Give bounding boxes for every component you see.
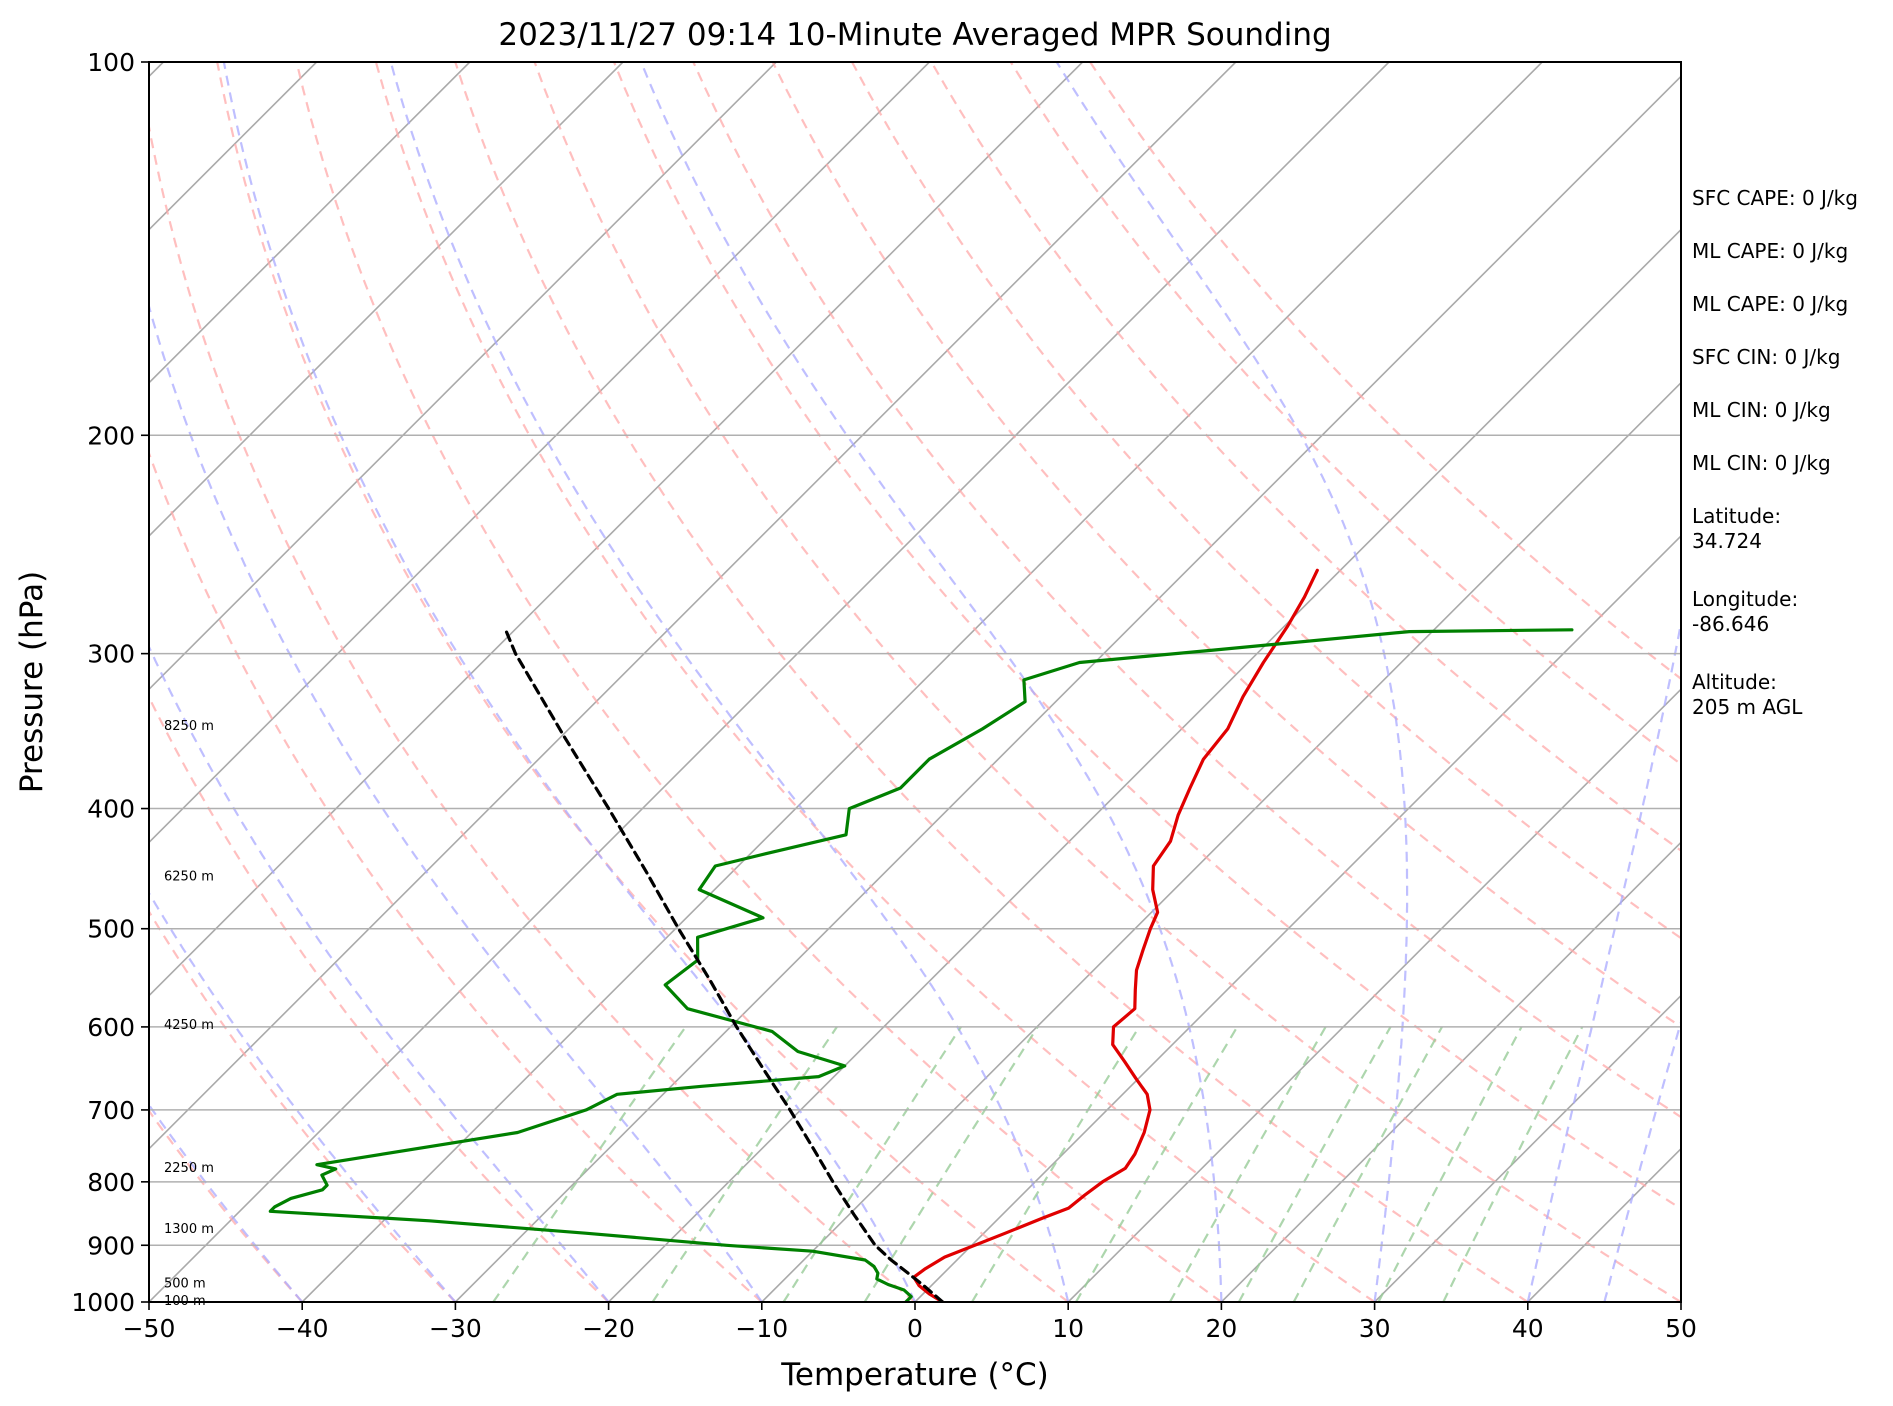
ml-cape-value-2: ML CAPE: 0 J/kg bbox=[1692, 292, 1849, 316]
dewpoint-profile bbox=[268, 628, 1574, 1302]
chart-title: 2023/11/27 09:14 10-Minute Averaged MPR … bbox=[498, 17, 1331, 53]
isotherm-line bbox=[149, 62, 471, 384]
isotherm-line bbox=[761, 381, 1681, 1302]
isotherm-line bbox=[1067, 688, 1681, 1302]
temperature-profile bbox=[912, 568, 1319, 1302]
isotherm-line bbox=[149, 62, 1237, 1150]
isotherm-line bbox=[454, 75, 1681, 1302]
isotherm-line bbox=[914, 534, 1681, 1302]
ml-cin-value: ML CIN: 0 J/kg bbox=[1692, 398, 1831, 422]
isotherm-line bbox=[149, 62, 1084, 997]
dry-adiabat-line bbox=[692, 62, 1681, 1119]
height-label: 100 m bbox=[164, 1294, 206, 1309]
x-tick-label: −50 bbox=[123, 1314, 176, 1343]
x-tick-label: −10 bbox=[735, 1314, 788, 1343]
isotherm-line bbox=[149, 62, 624, 538]
dry-adiabat-line bbox=[851, 62, 1681, 940]
x-axis-label: Temperature (°C) bbox=[780, 1357, 1049, 1393]
dry-adiabat-line bbox=[612, 62, 1681, 1210]
isotherm-line bbox=[1220, 841, 1681, 1302]
pressure-gridlines bbox=[149, 62, 1681, 1302]
dry-adiabat-line bbox=[533, 62, 1681, 1302]
y-tick-label: 100 bbox=[87, 48, 135, 77]
isotherm-line bbox=[1374, 994, 1681, 1302]
mixing-ratio-line bbox=[1377, 1026, 1523, 1302]
dry-adiabat-line bbox=[149, 694, 610, 1302]
dry-adiabat-line bbox=[771, 62, 1681, 1029]
x-axis-ticks: −50 −40 −30 −20 −10 0 10 20 30 40 50 bbox=[123, 1302, 1697, 1343]
moist-adiabat-line bbox=[1055, 62, 1409, 1302]
dry-adiabat-line bbox=[295, 62, 1223, 1302]
sfc-cin-value: SFC CIN: 0 J/kg bbox=[1692, 345, 1841, 369]
y-axis-ticks: 100 200 300 400 500 600 700 800 900 1000 bbox=[71, 48, 149, 1317]
altitude-value: Altitude: 205 m AGL bbox=[1692, 670, 1803, 719]
dry-adiabat-line bbox=[149, 121, 916, 1302]
moist-adiabat-line bbox=[149, 644, 610, 1302]
moist-adiabat-line bbox=[640, 62, 1223, 1302]
ml-cin-value-2: ML CIN: 0 J/kg bbox=[1692, 451, 1831, 475]
y-tick-label: 300 bbox=[87, 640, 135, 669]
moist-adiabat-line bbox=[222, 62, 917, 1302]
ml-cape-value: ML CAPE: 0 J/kg bbox=[1692, 239, 1849, 263]
isotherm-line bbox=[301, 62, 1543, 1302]
dry-adiabat-line bbox=[149, 909, 457, 1302]
x-tick-label: 20 bbox=[1205, 1314, 1237, 1343]
isotherm-line bbox=[149, 62, 1390, 1302]
y-tick-label: 1000 bbox=[71, 1288, 135, 1317]
sounding-profiles bbox=[268, 568, 1574, 1302]
x-tick-label: −30 bbox=[429, 1314, 482, 1343]
isotherm-line bbox=[149, 62, 930, 844]
y-tick-label: 400 bbox=[87, 795, 135, 824]
dry-adiabat-line bbox=[1089, 62, 1681, 681]
dry-adiabat-line bbox=[1009, 62, 1681, 766]
isotherm-line bbox=[608, 228, 1681, 1302]
moist-adiabat-line bbox=[389, 62, 1070, 1302]
x-tick-label: −20 bbox=[582, 1314, 635, 1343]
moist-adiabat-line bbox=[1603, 1018, 1681, 1302]
moist-adiabat-line bbox=[1526, 617, 1681, 1302]
y-tick-label: 600 bbox=[87, 1013, 135, 1042]
height-label: 4250 m bbox=[164, 1018, 214, 1033]
height-label: 8250 m bbox=[164, 719, 214, 734]
y-axis-label: Pressure (hPa) bbox=[14, 571, 50, 793]
dry-adiabat-line bbox=[374, 62, 1376, 1302]
height-label: 500 m bbox=[164, 1276, 206, 1291]
mixing-ratio-line bbox=[1442, 1026, 1584, 1302]
latitude-value: Latitude: 34.724 bbox=[1692, 504, 1782, 553]
y-tick-label: 800 bbox=[87, 1168, 135, 1197]
sounding-parameters-panel: SFC CAPE: 0 J/kg ML CAPE: 0 J/kg ML CAPE… bbox=[1692, 186, 1858, 753]
y-tick-label: 200 bbox=[87, 421, 135, 450]
height-label: 2250 m bbox=[164, 1161, 214, 1176]
height-label: 6250 m bbox=[164, 870, 214, 885]
x-tick-label: 30 bbox=[1359, 1314, 1391, 1343]
parcel-path bbox=[504, 628, 945, 1302]
x-tick-label: 0 bbox=[907, 1314, 923, 1343]
x-tick-label: 40 bbox=[1512, 1314, 1544, 1343]
height-labels: 8250 m 6250 m 4250 m 2250 m 1300 m 500 m 100 m bbox=[164, 719, 214, 1309]
y-tick-label: 700 bbox=[87, 1096, 135, 1125]
moist-adiabat-line bbox=[149, 891, 457, 1302]
x-tick-label: 10 bbox=[1052, 1314, 1084, 1343]
y-tick-label: 900 bbox=[87, 1231, 135, 1260]
dry-adiabat-line bbox=[216, 62, 1069, 1302]
longitude-value: Longitude: -86.646 bbox=[1692, 587, 1799, 636]
dry-adiabat-line bbox=[149, 450, 763, 1302]
sfc-cape-value: SFC CAPE: 0 J/kg bbox=[1692, 186, 1858, 210]
isotherm-line bbox=[149, 62, 777, 691]
x-tick-label: −40 bbox=[276, 1314, 329, 1343]
y-tick-label: 500 bbox=[87, 915, 135, 944]
moist-adiabat-line bbox=[149, 302, 763, 1302]
x-tick-label: 50 bbox=[1665, 1314, 1697, 1343]
height-label: 1300 m bbox=[164, 1222, 214, 1237]
dry-adiabat-line bbox=[454, 62, 1529, 1302]
